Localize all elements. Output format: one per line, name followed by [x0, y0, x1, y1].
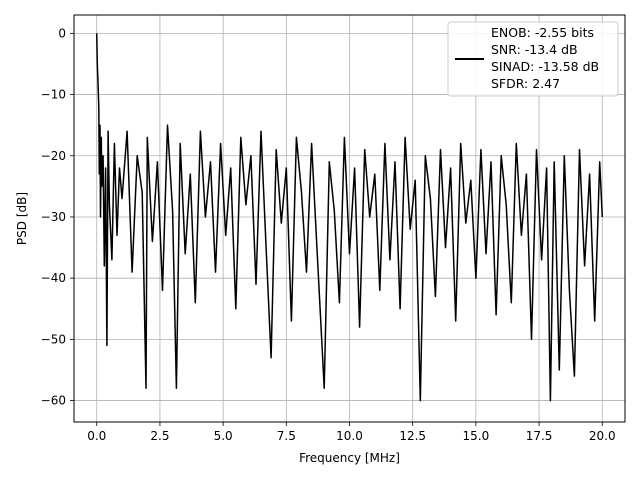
y-tick-label: −10 — [41, 88, 66, 102]
legend-sinad: SINAD: -13.58 dB — [491, 59, 599, 74]
x-tick-label: 2.5 — [150, 429, 169, 443]
y-tick-label: −30 — [41, 210, 66, 224]
legend: ENOB: -2.55 bits SNR: -13.4 dB SINAD: -1… — [447, 21, 619, 97]
psd-series-line — [95, 33, 604, 402]
y-tick-label: −40 — [41, 271, 66, 285]
legend-snr: SNR: -13.4 dB — [491, 42, 578, 57]
x-tick-label: 0.0 — [87, 429, 106, 443]
x-axis-label: Frequency [MHz] — [299, 451, 400, 465]
x-tick-label: 17.5 — [526, 429, 553, 443]
y-tick-label: −50 — [41, 332, 66, 346]
legend-box — [447, 21, 619, 97]
legend-sfdr: SFDR: 2.47 — [491, 76, 560, 91]
series-layer — [95, 33, 604, 402]
x-tick-label: 10.0 — [336, 429, 363, 443]
x-tick-label: 7.5 — [277, 429, 296, 443]
y-tick-label: 0 — [58, 26, 66, 40]
y-tick-label: −20 — [41, 149, 66, 163]
ticks: 0.0 2.5 5.0 7.5 10.0 12.5 15.0 17.5 20.0 0 −10 −20 −… — [41, 26, 616, 443]
x-tick-label: 20.0 — [589, 429, 616, 443]
y-axis-label: PSD [dB] — [15, 192, 29, 245]
x-tick-label: 5.0 — [214, 429, 233, 443]
x-tick-label: 12.5 — [399, 429, 426, 443]
legend-enob: ENOB: -2.55 bits — [491, 25, 594, 40]
y-tick-label: −60 — [41, 394, 66, 408]
x-tick-label: 15.0 — [463, 429, 490, 443]
